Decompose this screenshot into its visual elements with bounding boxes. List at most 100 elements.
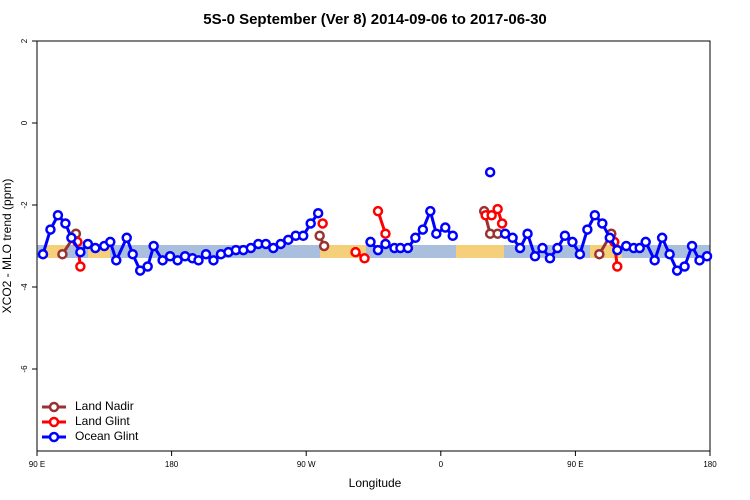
data-point	[305, 218, 316, 229]
plot-frame	[36, 40, 711, 452]
chart-title: 5S-0 September (Ver 8) 2014-09-06 to 201…	[203, 11, 547, 28]
data-point	[537, 242, 548, 254]
land-patch	[456, 245, 504, 258]
legend-label: Land Nadir	[75, 399, 134, 413]
data-point	[594, 248, 605, 260]
x-tick-label: 90 E	[29, 460, 45, 469]
data-point	[440, 222, 451, 233]
data-point	[82, 238, 94, 250]
data-point	[359, 253, 370, 264]
data-point	[604, 232, 616, 244]
data-point	[529, 251, 541, 262]
x-tick-label: 90 W	[297, 460, 316, 469]
data-point	[656, 232, 668, 244]
data-point	[111, 255, 122, 266]
data-point	[544, 253, 556, 264]
series-line	[61, 210, 613, 256]
data-point	[694, 255, 705, 266]
x-tick-label: 90 E	[567, 460, 583, 469]
data-point	[640, 236, 651, 248]
data-point	[567, 236, 578, 248]
legend-swatch-point	[48, 416, 60, 428]
data-point	[52, 210, 64, 221]
data-point	[447, 230, 459, 241]
data-point	[90, 242, 101, 254]
data-point	[649, 255, 660, 266]
data-point	[148, 240, 159, 252]
y-axis-label: XCO2 - MLO trend (ppm)	[0, 179, 14, 314]
data-point	[612, 244, 623, 256]
y-tick-label: -2	[20, 201, 29, 209]
data-point	[105, 236, 116, 248]
data-point	[121, 232, 132, 244]
data-point	[574, 248, 586, 260]
data-point	[57, 248, 68, 260]
data-point	[157, 255, 168, 266]
data-point	[486, 210, 497, 221]
data-point	[193, 255, 204, 266]
data-point	[417, 224, 429, 235]
data-point	[208, 255, 219, 266]
data-point	[245, 242, 257, 254]
data-point	[679, 261, 690, 272]
x-tick-label: 180	[703, 460, 717, 469]
data-point	[66, 232, 77, 244]
x-axis-label: Longitude	[349, 476, 402, 490]
data-point	[283, 234, 294, 246]
data-point	[75, 246, 86, 258]
data-point	[582, 224, 593, 235]
data-point	[686, 240, 698, 252]
legend-label: Land Glint	[75, 414, 130, 428]
data-point	[496, 218, 508, 229]
data-point	[318, 240, 330, 252]
data-point	[484, 166, 496, 178]
y-tick-label: 0	[20, 120, 29, 125]
data-point	[380, 238, 391, 250]
data-point	[317, 218, 328, 229]
data-point	[314, 230, 325, 241]
data-point	[507, 232, 518, 244]
data-point	[75, 261, 86, 272]
data-point	[268, 242, 279, 254]
data-point	[134, 265, 146, 276]
data-point	[552, 242, 563, 254]
data-point	[410, 232, 421, 244]
data-point	[312, 207, 324, 219]
data-point	[275, 238, 287, 250]
data-point	[402, 242, 414, 254]
data-point	[431, 228, 442, 239]
data-point	[260, 238, 272, 250]
data-point	[612, 261, 623, 272]
data-point	[589, 210, 601, 221]
x-tick-label: 180	[165, 460, 179, 469]
data-point	[350, 246, 361, 258]
data-point	[499, 228, 511, 239]
data-point	[60, 218, 71, 229]
data-point	[425, 205, 436, 217]
legend-swatch-point	[48, 431, 60, 443]
data-point	[664, 248, 675, 260]
legend-label: Ocean Glint	[75, 429, 139, 443]
data-point	[127, 248, 138, 260]
legend-swatch-point	[48, 401, 60, 413]
data-point	[522, 228, 533, 239]
data-point	[492, 203, 503, 215]
data-point	[634, 242, 645, 254]
data-point	[297, 230, 309, 241]
data-point	[597, 218, 608, 229]
data-point	[514, 242, 526, 254]
data-point	[172, 255, 183, 266]
y-tick-label: -4	[20, 283, 29, 291]
data-point	[380, 228, 391, 239]
data-point	[164, 251, 176, 262]
data-point	[671, 265, 683, 276]
data-point	[45, 224, 56, 235]
y-tick-label: -6	[20, 365, 29, 373]
data-point	[37, 248, 49, 260]
x-tick-label: 0	[439, 460, 444, 469]
y-tick-label: 2	[20, 38, 29, 43]
data-point	[142, 261, 153, 272]
data-point	[372, 244, 384, 256]
data-point	[372, 205, 384, 217]
